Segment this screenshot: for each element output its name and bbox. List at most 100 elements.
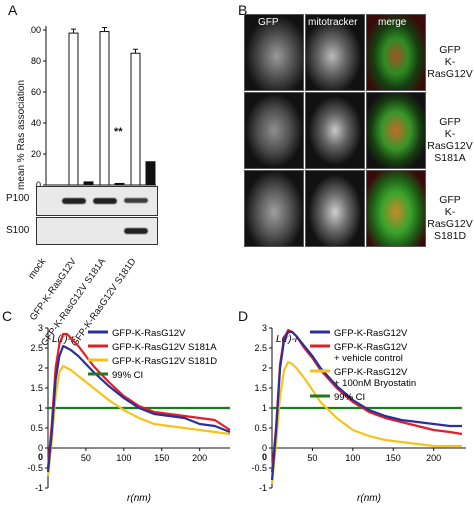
axes: -1-0.500.511.522.530 50 100 150 200L(r)-rr(n… bbox=[251, 323, 466, 504]
legend-label: 99% CI bbox=[334, 392, 365, 403]
column-label-gfp: GFP bbox=[258, 17, 279, 28]
y-tick-label: 3 bbox=[262, 323, 267, 333]
bar-s100 bbox=[83, 181, 94, 186]
row-label-line: GFP bbox=[439, 194, 461, 206]
y-tick-label: 0.5 bbox=[30, 423, 43, 433]
row-label-s181d: GFP K-RasG12V S181D bbox=[426, 194, 474, 242]
row-label-line: GFP bbox=[439, 44, 461, 56]
y-tick-label: 0 bbox=[38, 443, 43, 453]
x-tick-label: 50 bbox=[81, 453, 91, 463]
series-line bbox=[46, 344, 231, 473]
blot-band bbox=[93, 198, 117, 204]
x-axis-label: r(nm) bbox=[127, 493, 151, 504]
legend-label: + 100nM Bryostatin bbox=[334, 378, 416, 389]
row-label-rasg12v: GFP K-RasG12V bbox=[426, 44, 474, 80]
panel-label-d: D bbox=[238, 308, 249, 324]
y-tick-label: -0.5 bbox=[251, 463, 267, 473]
blot-label-p100: P100 bbox=[6, 193, 30, 204]
chart-c: -1-0.500.511.522.530 50 100 150 200L(r)-rr(n… bbox=[27, 323, 231, 504]
blot-band bbox=[62, 198, 86, 204]
x-tick-label: 150 bbox=[154, 453, 169, 463]
y-tick-label: 40 bbox=[31, 118, 41, 128]
legend-label: 99% CI bbox=[112, 370, 143, 381]
legend-label: GFP-K-RasG12V bbox=[334, 328, 408, 339]
micrograph bbox=[244, 92, 304, 169]
row-label-line: S181A bbox=[434, 152, 466, 164]
y-tick-label: 1 bbox=[38, 403, 43, 413]
lane-label-mock: mock bbox=[26, 256, 49, 282]
panel-a-bar-chart: 0 20 40 60 80 100 bbox=[30, 25, 156, 190]
y-tick-label: -0.5 bbox=[27, 463, 43, 473]
micrograph bbox=[366, 92, 426, 169]
legend-label: GFP-K-RasG12V S181A bbox=[112, 342, 217, 353]
y-axis-label: L(r)-r bbox=[276, 334, 299, 345]
x-tick-label: 150 bbox=[386, 453, 401, 463]
legend: GFP-K-RasG12V GFP-K-RasG12V S181A GFP-K-Ra… bbox=[88, 328, 217, 381]
column-label-mitotracker: mitotracker bbox=[308, 17, 358, 28]
legend-label: GFP-K-RasG12V bbox=[334, 342, 408, 353]
y-tick-label: 0 bbox=[262, 443, 267, 453]
row-label-line: K-RasG12V bbox=[427, 128, 473, 152]
x-tick-label: 50 bbox=[307, 453, 317, 463]
western-blot-p100 bbox=[36, 186, 158, 216]
y-axis-label: L(r)-r bbox=[52, 334, 75, 345]
y-tick-label: 0.5 bbox=[254, 423, 267, 433]
y-tick-label: 2 bbox=[38, 363, 43, 373]
blot-label-s100: S100 bbox=[6, 225, 30, 236]
series-line bbox=[270, 330, 462, 481]
y-tick-label: 0 bbox=[36, 180, 41, 190]
legend-label: + vehicle control bbox=[334, 353, 403, 364]
legend-label: GFP-K-RasG12V S181D bbox=[112, 356, 217, 367]
blot-band bbox=[124, 198, 148, 203]
x-tick-label: 100 bbox=[345, 453, 360, 463]
panel-label-c: C bbox=[2, 308, 13, 324]
micrograph-grid: GFP mitotracker merge bbox=[244, 14, 426, 254]
bar-p100 bbox=[68, 32, 79, 186]
micrograph bbox=[305, 170, 365, 247]
legend-label: GFP-K-RasG12V bbox=[334, 367, 408, 378]
panel-label-a: A bbox=[8, 2, 18, 18]
bar-s100 bbox=[145, 161, 156, 186]
y-tick-label: 100 bbox=[30, 25, 41, 35]
micrograph bbox=[366, 14, 426, 91]
series-group bbox=[46, 332, 231, 477]
x-axis-label: r(nm) bbox=[357, 493, 381, 504]
x-tick-label: 100 bbox=[116, 453, 131, 463]
western-blot-s100 bbox=[36, 217, 158, 245]
row-label-line: GFP bbox=[439, 116, 461, 128]
y-tick-label: 1.5 bbox=[30, 383, 43, 393]
y-tick-label: 2.5 bbox=[30, 343, 43, 353]
micrograph bbox=[305, 92, 365, 169]
y-tick-label: 3 bbox=[38, 323, 43, 333]
x-tick-label: 200 bbox=[426, 453, 441, 463]
origin-label: 0 bbox=[38, 452, 43, 462]
bar-s100 bbox=[114, 182, 125, 186]
blot-band bbox=[124, 228, 148, 234]
row-label-line: K-RasG12V bbox=[427, 56, 473, 80]
row-label-line: S181D bbox=[433, 230, 467, 242]
x-tick-label: 200 bbox=[192, 453, 207, 463]
y-tick-label: 80 bbox=[31, 56, 41, 66]
y-tick-label: 2.5 bbox=[254, 343, 267, 353]
micrograph bbox=[305, 14, 365, 91]
bar-p100 bbox=[130, 52, 141, 186]
y-tick-label: 20 bbox=[31, 149, 41, 159]
row-label-line: K-RasG12V bbox=[427, 206, 473, 230]
bar-p100 bbox=[99, 31, 110, 186]
panel-a-ylabel: mean % Ras association bbox=[16, 79, 27, 190]
significance-mark: ** bbox=[114, 126, 123, 138]
series-line bbox=[46, 332, 231, 469]
micrograph bbox=[366, 170, 426, 247]
chart-d: -1-0.500.511.522.530 50 100 150 200L(r)-rr(n… bbox=[251, 323, 466, 504]
origin-label: 0 bbox=[262, 452, 267, 462]
y-tick-label: 60 bbox=[31, 87, 41, 97]
y-tick-label: -1 bbox=[259, 483, 267, 493]
y-tick-label: 2 bbox=[262, 363, 267, 373]
row-label-s181a: GFP K-RasG12V S181A bbox=[426, 116, 474, 164]
column-label-merge: merge bbox=[378, 17, 407, 28]
micrograph bbox=[244, 170, 304, 247]
legend-label: GFP-K-RasG12V bbox=[112, 328, 186, 339]
y-tick-label: 1 bbox=[262, 403, 267, 413]
panel-label-b: B bbox=[238, 2, 248, 18]
